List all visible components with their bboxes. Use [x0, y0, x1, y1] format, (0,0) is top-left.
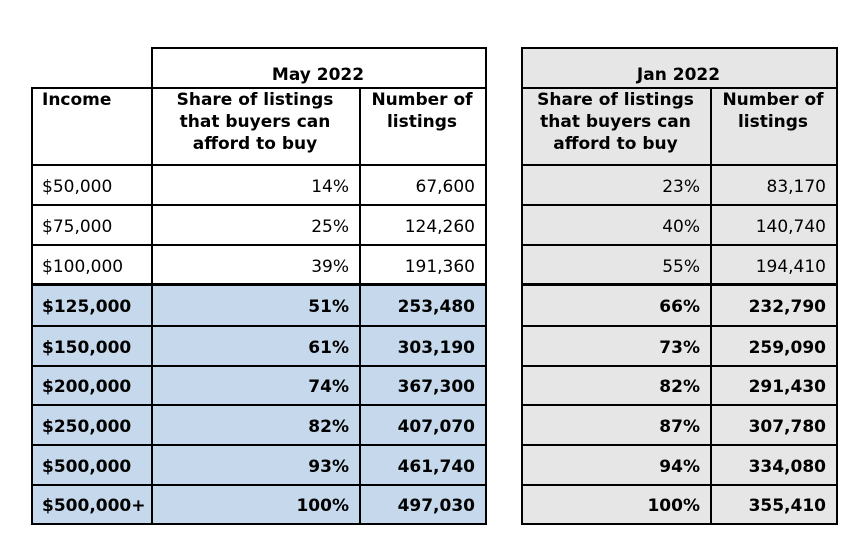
may-share-cell: 82% — [308, 417, 349, 437]
may-count-cell: 67,600 — [415, 177, 475, 197]
jan-share-cell: 23% — [662, 177, 700, 197]
grid-line — [521, 523, 838, 525]
may-count-cell: 124,260 — [404, 217, 475, 237]
may-share-cell: 39% — [311, 257, 349, 277]
may-count-cell: 303,190 — [397, 338, 475, 358]
may-share-cell: 74% — [308, 377, 349, 397]
may-count-cell: 461,740 — [397, 457, 475, 477]
grid-line — [31, 283, 487, 286]
grid-line — [521, 87, 837, 89]
grid-line — [521, 484, 838, 486]
income-cell: $50,000 — [42, 177, 113, 197]
highlight-band — [31, 325, 485, 365]
grid-line — [31, 365, 487, 367]
may-count-cell: 497,030 — [397, 496, 475, 516]
income-cell: $500,000+ — [42, 496, 146, 516]
income-cell: $75,000 — [42, 217, 113, 237]
grid-line — [31, 164, 487, 166]
grid-line — [521, 325, 838, 327]
income-header: Income — [42, 90, 112, 110]
period-title-jan: Jan 2022 — [636, 65, 721, 85]
grid-line — [521, 47, 837, 49]
highlight-band — [31, 484, 485, 523]
jan-count-cell: 307,780 — [748, 417, 826, 437]
income-cell: $500,000 — [42, 457, 132, 477]
jan-share-cell: 94% — [659, 457, 700, 477]
income-cell: $100,000 — [42, 257, 124, 277]
grid-line — [31, 87, 33, 524]
period-title-may: May 2022 — [271, 65, 365, 85]
income-cell: $125,000 — [42, 297, 132, 317]
may-share-header: Share of listings that buyers can afford… — [176, 90, 334, 154]
jan-share-cell: 40% — [662, 217, 700, 237]
grid-line — [521, 244, 838, 246]
grid-line — [31, 523, 487, 525]
grid-line — [521, 404, 838, 406]
may-share-cell: 100% — [296, 496, 349, 516]
jan-count-cell: 194,410 — [755, 257, 826, 277]
may-share-cell: 93% — [308, 457, 349, 477]
jan-share-cell: 66% — [659, 297, 700, 317]
grid-line — [521, 164, 838, 166]
grid-line — [31, 244, 487, 246]
jan-share-header: Share of listings that buyers can afford… — [537, 90, 694, 154]
may-count-cell: 407,070 — [397, 417, 475, 437]
highlight-band — [31, 444, 485, 484]
grid-line — [31, 87, 486, 89]
grid-line — [521, 204, 838, 206]
jan-share-cell: 100% — [647, 496, 700, 516]
jan-share-cell: 82% — [659, 377, 700, 397]
may-count-cell: 191,360 — [404, 257, 475, 277]
jan-count-cell: 334,080 — [748, 457, 826, 477]
may-count-cell: 367,300 — [397, 377, 475, 397]
income-cell: $200,000 — [42, 377, 132, 397]
grid-line — [31, 444, 487, 446]
grid-line — [151, 47, 486, 49]
jan-count-cell: 232,790 — [748, 297, 826, 317]
grid-line — [521, 444, 838, 446]
jan-share-cell: 55% — [662, 257, 700, 277]
grid-line — [31, 484, 487, 486]
jan-count-cell: 259,090 — [748, 338, 826, 358]
grid-line — [359, 88, 361, 524]
may-share-cell: 14% — [311, 177, 349, 197]
jan-count-cell: 83,170 — [766, 177, 826, 197]
grid-line — [710, 88, 712, 524]
may-share-cell: 51% — [308, 297, 349, 317]
income-cell: $150,000 — [42, 338, 132, 358]
jan-count-cell: 140,740 — [755, 217, 826, 237]
may-share-cell: 25% — [311, 217, 349, 237]
jan-count-header: Number of listings — [722, 90, 824, 132]
grid-line — [521, 283, 838, 286]
jan-count-cell: 355,410 — [748, 496, 826, 516]
jan-share-cell: 73% — [659, 338, 700, 358]
may-share-cell: 61% — [308, 338, 349, 358]
may-count-cell: 253,480 — [397, 297, 475, 317]
may-count-header: Number of listings — [371, 90, 473, 132]
highlight-band — [31, 404, 485, 444]
grid-line — [31, 204, 487, 206]
income-cell: $250,000 — [42, 417, 132, 437]
jan-count-cell: 291,430 — [748, 377, 826, 397]
grid-line — [31, 325, 487, 327]
highlight-band — [31, 284, 485, 325]
jan-share-cell: 87% — [659, 417, 700, 437]
highlight-band — [31, 365, 485, 404]
grid-line — [521, 365, 838, 367]
grid-line — [31, 404, 487, 406]
